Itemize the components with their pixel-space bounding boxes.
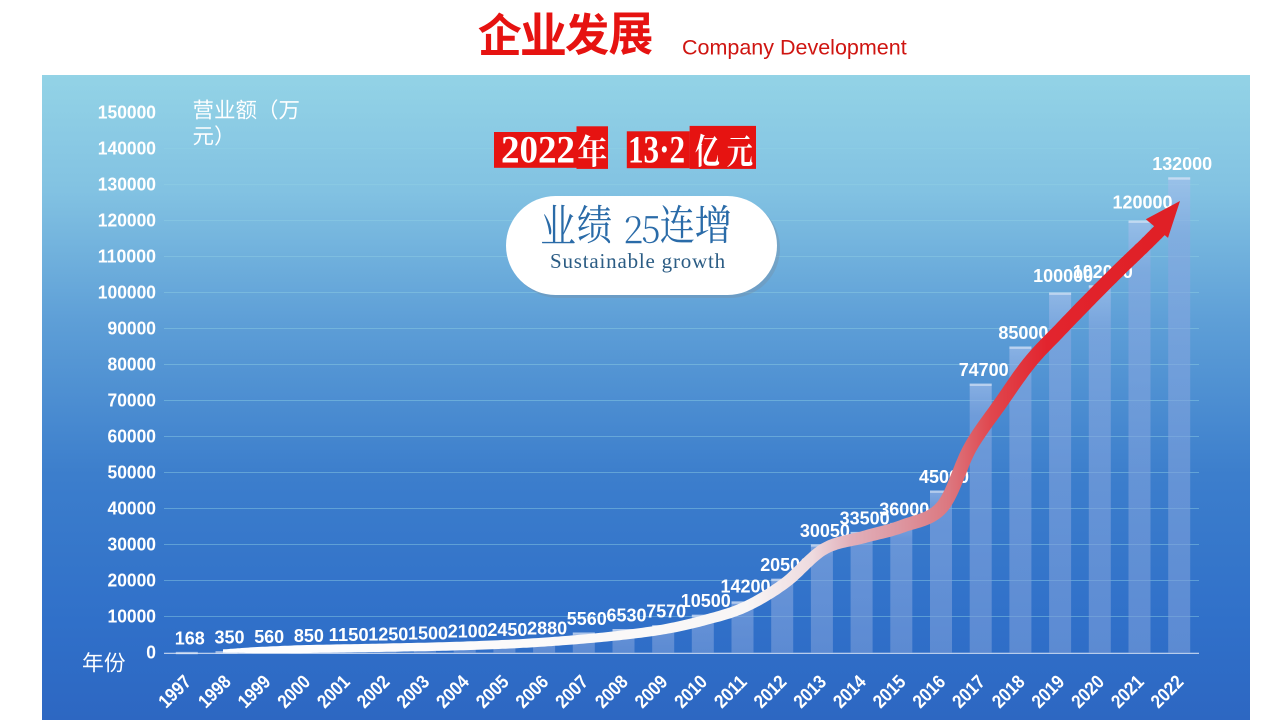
svg-text:2880: 2880 — [527, 618, 567, 639]
svg-text:7570: 7570 — [646, 601, 686, 622]
svg-text:40000: 40000 — [108, 499, 157, 519]
svg-text:110000: 110000 — [98, 247, 156, 267]
svg-text:33500: 33500 — [840, 507, 890, 528]
svg-text:30050: 30050 — [800, 520, 850, 541]
svg-text:14200: 14200 — [721, 575, 771, 596]
svg-text:6530: 6530 — [607, 605, 647, 626]
svg-text:120000: 120000 — [98, 211, 156, 231]
svg-text:30000: 30000 — [108, 535, 157, 555]
svg-text:85000: 85000 — [998, 322, 1048, 343]
svg-text:13·2: 13·2 — [628, 129, 685, 172]
svg-text:70000: 70000 — [108, 391, 157, 411]
svg-text:Sustainable growth: Sustainable growth — [550, 249, 726, 273]
svg-text:0: 0 — [146, 643, 156, 663]
svg-text:20000: 20000 — [108, 571, 157, 591]
svg-text:36000: 36000 — [879, 498, 929, 519]
svg-text:60000: 60000 — [108, 427, 157, 447]
svg-text:5560: 5560 — [567, 608, 607, 629]
svg-text:100000: 100000 — [1033, 265, 1093, 286]
svg-text:74700: 74700 — [959, 359, 1009, 380]
svg-text:120000: 120000 — [1113, 192, 1173, 213]
svg-text:80000: 80000 — [108, 355, 157, 375]
svg-text:1250: 1250 — [368, 624, 408, 645]
svg-text:350: 350 — [215, 627, 245, 648]
svg-text:168: 168 — [175, 627, 205, 648]
svg-text:1150: 1150 — [329, 624, 369, 645]
svg-text:1500: 1500 — [408, 623, 448, 644]
svg-text:132000: 132000 — [1152, 153, 1212, 174]
svg-text:140000: 140000 — [98, 139, 156, 159]
svg-text:10000: 10000 — [108, 607, 157, 627]
svg-text:2100: 2100 — [448, 620, 488, 641]
svg-text:Company Development: Company Development — [682, 36, 907, 60]
svg-text:850: 850 — [294, 625, 324, 646]
svg-text:130000: 130000 — [98, 175, 156, 195]
svg-text:560: 560 — [254, 626, 284, 647]
svg-text:90000: 90000 — [108, 319, 157, 339]
svg-text:2022: 2022 — [501, 129, 575, 172]
svg-text:10500: 10500 — [681, 590, 731, 611]
svg-text:150000: 150000 — [98, 103, 156, 123]
svg-text:2450: 2450 — [487, 619, 527, 640]
svg-text:100000: 100000 — [98, 283, 156, 303]
svg-text:50000: 50000 — [108, 463, 157, 483]
